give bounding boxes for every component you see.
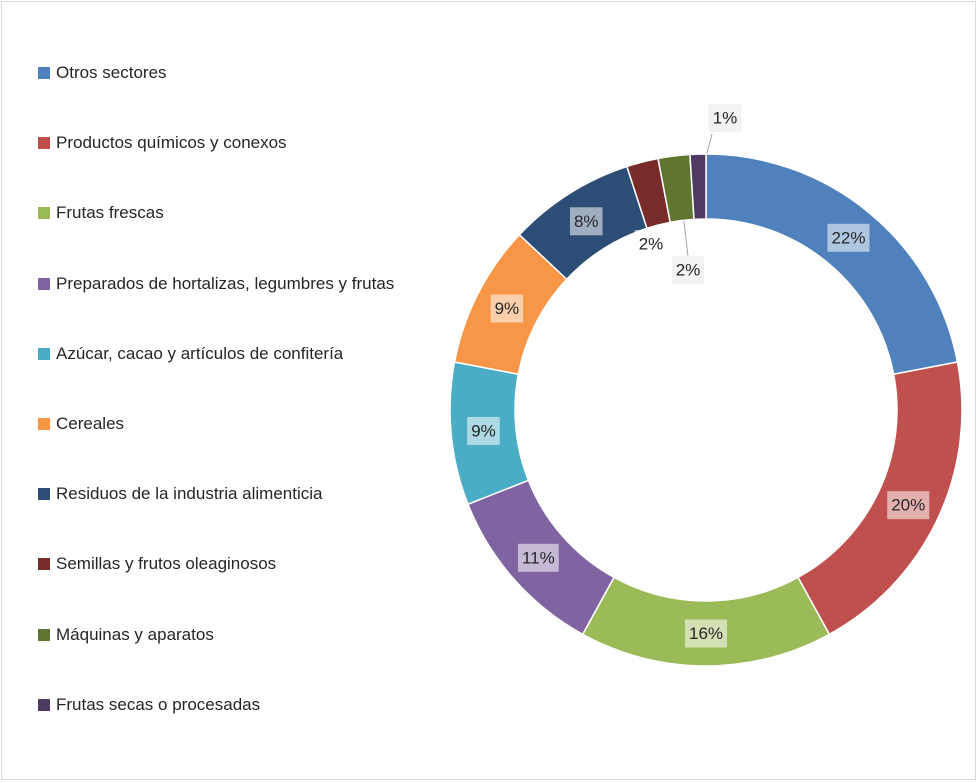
data-label: 20% xyxy=(891,496,925,515)
donut-slice xyxy=(705,153,959,376)
donut-slice xyxy=(689,153,707,221)
legend-swatch xyxy=(38,558,50,571)
data-label: 16% xyxy=(689,624,723,643)
data-label: 2% xyxy=(639,234,664,253)
legend-swatch xyxy=(38,698,50,711)
legend-label: Máquinas y aparatos xyxy=(56,624,214,644)
legend-label: Frutas secas o procesadas xyxy=(56,694,261,714)
data-label-bg xyxy=(684,619,728,648)
data-label-bg xyxy=(569,207,603,236)
legend-item: Preparados de hortalizas, legumbres y fr… xyxy=(38,273,416,298)
legend-item: Frutas secas o procesadas xyxy=(38,694,416,719)
legend-swatch xyxy=(38,418,50,430)
legend-swatch xyxy=(38,628,50,641)
data-label-bg xyxy=(467,417,500,446)
data-label: 1% xyxy=(713,108,738,127)
legend-swatch xyxy=(38,488,50,501)
legend-item: Cereales xyxy=(38,413,416,438)
legend-swatch xyxy=(38,207,50,220)
legend-item: Residuos de la industria alimenticia xyxy=(38,483,416,508)
legend-swatch xyxy=(38,347,50,360)
data-label: 22% xyxy=(831,228,865,247)
legend-item: Otros sectores xyxy=(38,62,416,87)
data-label-bg xyxy=(671,256,705,284)
data-label: 9% xyxy=(495,299,520,318)
legend-label: Frutas frescas xyxy=(56,203,164,223)
data-label-bg xyxy=(827,223,870,252)
legend-item: Productos químicos y conexos xyxy=(38,132,416,157)
data-label: 11% xyxy=(522,548,555,567)
legend-swatch xyxy=(38,277,50,290)
data-label: 2% xyxy=(676,260,701,279)
legend-item: Azúcar, cacao y artículos de confitería xyxy=(38,343,416,368)
legend-label: Semillas y frutos oleaginosos xyxy=(56,554,277,574)
legend-label: Residuos de la industria alimenticia xyxy=(56,484,323,504)
data-label-bg xyxy=(634,230,668,258)
data-label: 9% xyxy=(471,422,496,441)
legend-item: Máquinas y aparatos xyxy=(38,624,416,649)
data-label-bg xyxy=(490,294,524,323)
data-label-bg xyxy=(517,543,559,572)
legend-label: Cereales xyxy=(56,414,125,433)
legend-label: Azúcar, cacao y artículos de confitería xyxy=(56,343,344,363)
data-label: 8% xyxy=(574,212,599,231)
legend-swatch xyxy=(38,67,50,79)
legend-label: Otros sectores xyxy=(56,63,167,82)
legend-label: Productos químicos y conexos xyxy=(56,133,287,153)
donut-slice xyxy=(796,361,963,636)
data-label-bg xyxy=(708,104,742,132)
data-label-bg xyxy=(887,491,930,520)
legend-item: Frutas frescas xyxy=(38,202,416,227)
legend-item: Semillas y frutos oleaginosos xyxy=(38,553,416,578)
legend-label: Preparados de hortalizas, legumbres y fr… xyxy=(56,273,395,293)
legend-swatch xyxy=(38,137,50,150)
